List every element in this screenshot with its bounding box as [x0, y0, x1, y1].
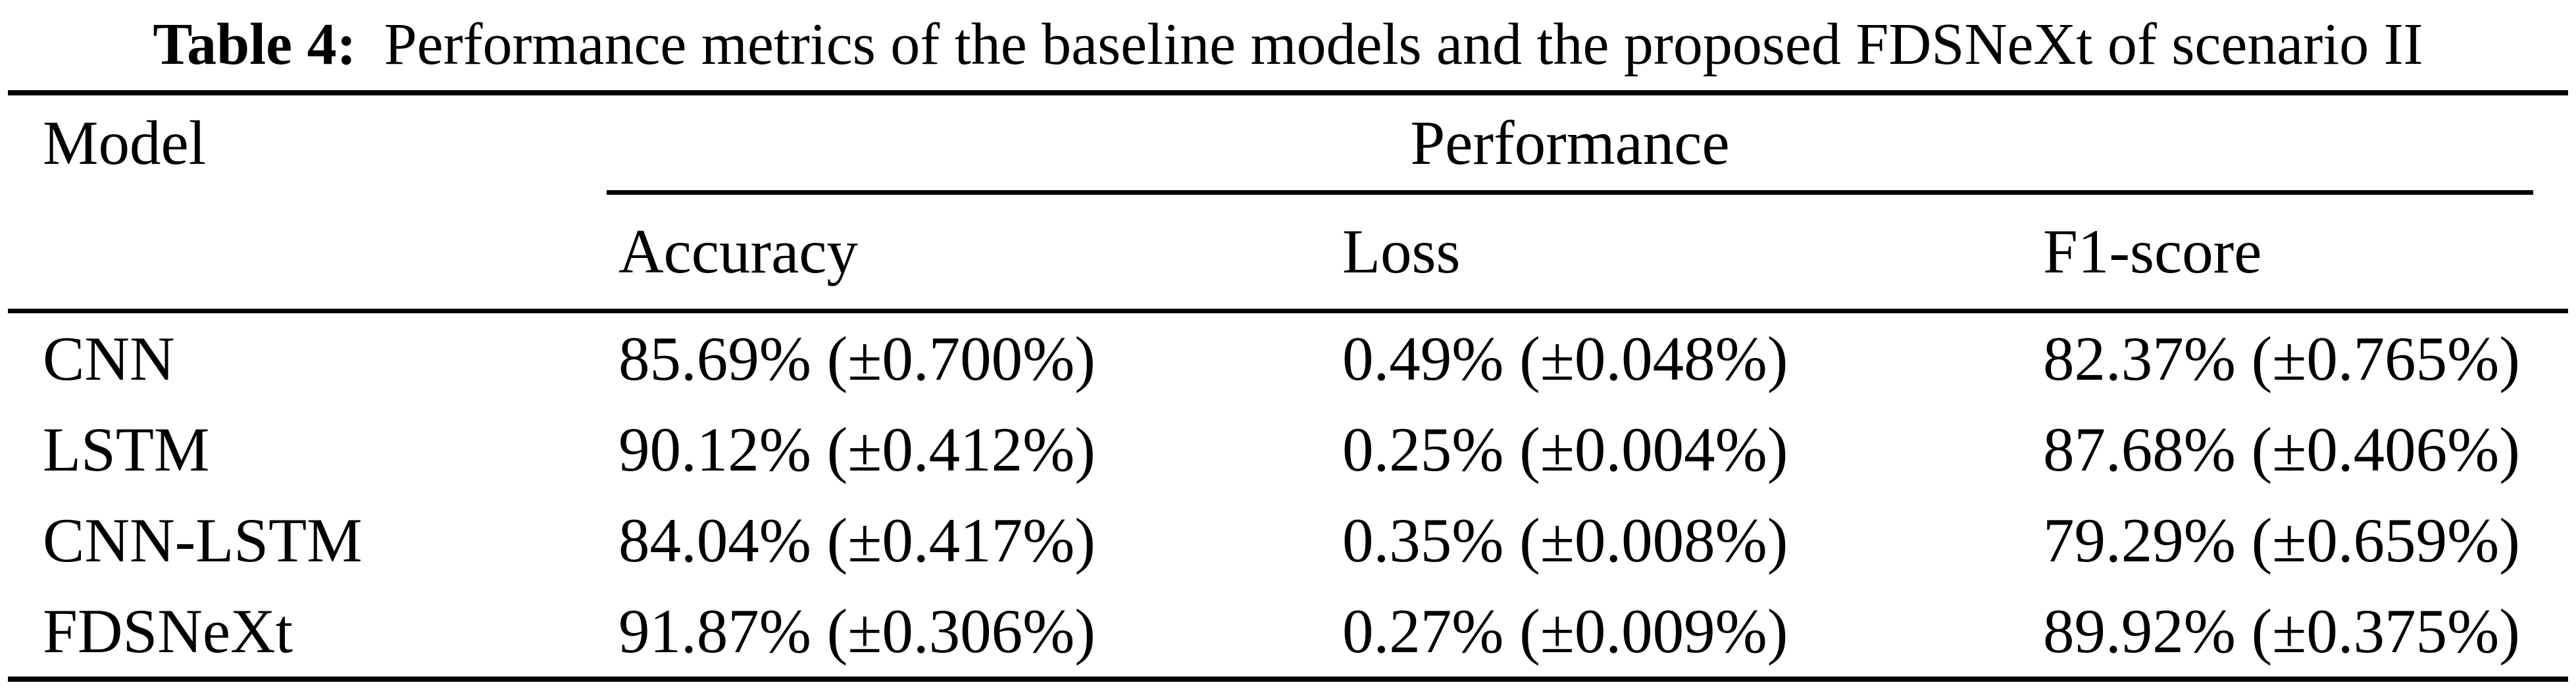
header-row-groups: Model Performance [8, 95, 2568, 190]
table-row-cnn: CNN 85.69% (±0.700%) 0.49% (±0.048%) 82.… [8, 313, 2568, 404]
subheader-accuracy: Accuracy [619, 217, 858, 286]
cell-accuracy: 90.12% (±0.412%) [619, 414, 1096, 484]
cell-loss: 0.27% (±0.009%) [1342, 596, 1788, 666]
mid-rule [8, 309, 2568, 313]
header-performance-group: Performance [1410, 107, 1730, 178]
table-caption-label: Table 4: [153, 11, 357, 77]
cell-f1-score: 79.29% (±0.659%) [2043, 505, 2520, 575]
cell-model: FDSNeXt [43, 596, 293, 666]
cell-accuracy: 85.69% (±0.700%) [619, 323, 1096, 394]
cell-model: LSTM [43, 414, 210, 484]
subheader-loss: Loss [1342, 217, 1461, 286]
table-row-fdsnext: FDSNeXt 91.87% (±0.306%) 0.27% (±0.009%)… [8, 586, 2568, 677]
table-row-lstm: LSTM 90.12% (±0.412%) 0.25% (±0.004%) 87… [8, 404, 2568, 495]
cell-loss: 0.49% (±0.048%) [1342, 323, 1788, 394]
cell-f1-score: 87.68% (±0.406%) [2043, 414, 2520, 484]
table-caption: Table 4: Performance metrics of the base… [0, 0, 2576, 88]
cell-model: CNN [43, 323, 175, 394]
cell-accuracy: 91.87% (±0.306%) [619, 596, 1096, 666]
performance-table: Model Performance Accuracy Loss F1-score… [8, 90, 2568, 682]
top-rule [8, 90, 2568, 95]
table-row-cnn-lstm: CNN-LSTM 84.04% (±0.417%) 0.35% (±0.008%… [8, 495, 2568, 586]
cell-accuracy: 84.04% (±0.417%) [619, 505, 1096, 575]
cell-f1-score: 82.37% (±0.765%) [2043, 323, 2520, 394]
performance-cmidrule [607, 190, 2533, 195]
header-row-metrics: Accuracy Loss F1-score [8, 195, 2568, 309]
subheader-f1-score: F1-score [2043, 217, 2262, 286]
cell-loss: 0.35% (±0.008%) [1342, 505, 1788, 575]
header-model: Model [43, 107, 207, 178]
cell-f1-score: 89.92% (±0.375%) [2043, 596, 2520, 666]
table-caption-text: Performance metrics of the baseline mode… [384, 11, 2423, 77]
bottom-rule [8, 677, 2568, 682]
cell-model: CNN-LSTM [43, 505, 363, 575]
cell-loss: 0.25% (±0.004%) [1342, 414, 1788, 484]
